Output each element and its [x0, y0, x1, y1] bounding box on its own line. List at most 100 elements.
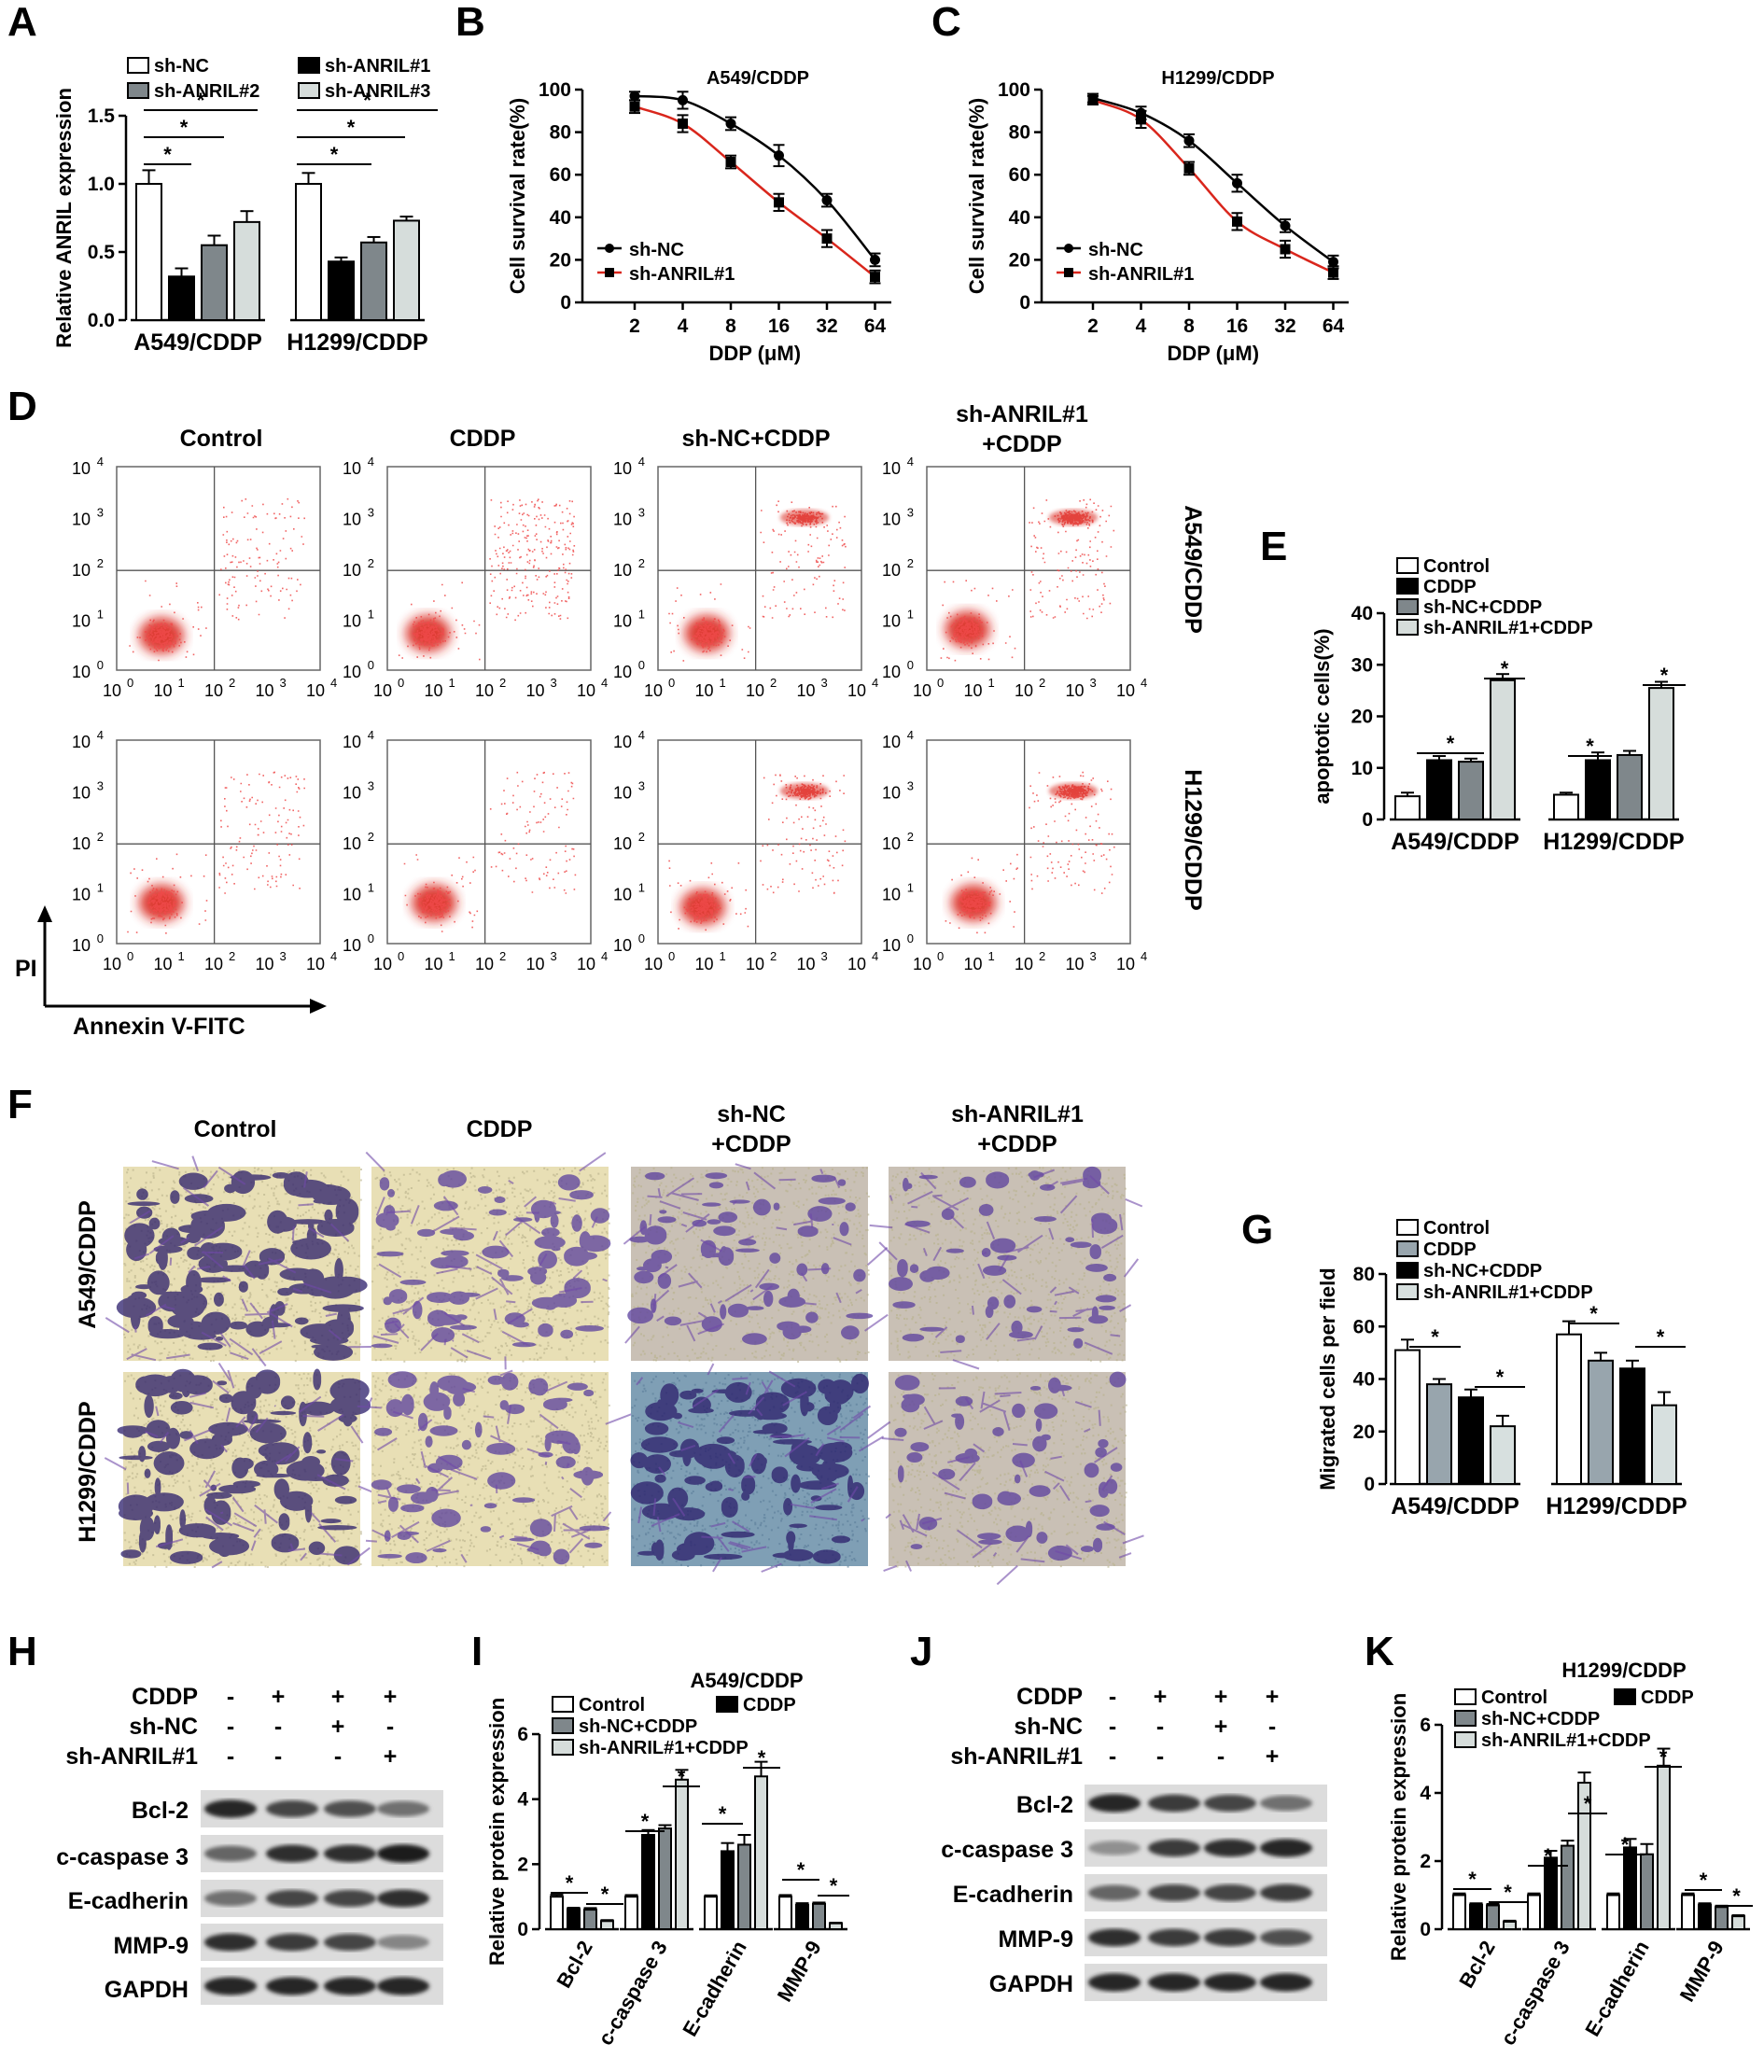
bar [1588, 1359, 1614, 1485]
migration-image [105, 1155, 376, 1367]
protein-band [324, 1844, 376, 1863]
y-tick-label: 40 [550, 207, 571, 229]
cell-processes [357, 1369, 633, 1563]
bar-chart-e: 0 10 20 30 40 apoptotic cells(%) A549/CDDP H129… [1310, 556, 1686, 855]
data-point [1232, 177, 1242, 189]
bar [233, 220, 260, 322]
wb-protein-label: Bcl-2 [132, 1798, 189, 1824]
protein-band [1148, 1794, 1200, 1813]
x-tick-exponent: 2 [229, 949, 235, 963]
x-tick-label: 10 [153, 955, 172, 973]
significance-star: * [1496, 1365, 1505, 1389]
bar [567, 1908, 581, 1930]
x-tick-label: 32 [1274, 315, 1295, 337]
y-tick-label: 10 [343, 886, 361, 904]
y-tick-label: 0.5 [88, 242, 116, 263]
flow-plot: 10 4 10 3 10 2 10 1 10 0 10 0 10 1 10 2 10 3 10 4 [882, 728, 1147, 973]
population-cluster [679, 889, 725, 926]
y-tick-exponent: 2 [368, 556, 374, 570]
data-point [1328, 267, 1338, 278]
bar [1426, 759, 1452, 821]
panel-letter-j: J [910, 1629, 932, 1674]
image-texture [123, 1372, 362, 1568]
population-cluster [779, 782, 830, 800]
bar [1640, 1853, 1654, 1930]
flow-cond-label: Control [180, 426, 263, 452]
treatment-sign: - [1109, 1743, 1116, 1770]
bar [168, 275, 195, 321]
protein-band [324, 1934, 376, 1951]
cell-processes [869, 1169, 1143, 1370]
x-tick-label: 10 [424, 681, 442, 700]
treatment-sign: - [1156, 1714, 1164, 1740]
y-axis-label: apoptotic cells(%) [1310, 628, 1334, 804]
y-tick-label: 10 [613, 561, 632, 580]
y-tick-exponent: 3 [97, 779, 104, 793]
bar [1426, 1383, 1452, 1485]
y-tick-exponent: 3 [638, 506, 645, 520]
legend-label: sh-NC [154, 56, 209, 77]
legend-swatch [716, 1696, 738, 1713]
x-tick-label: 8 [1183, 315, 1195, 337]
migration-cond-label: CDDP [467, 1116, 533, 1142]
x-tick-exponent: 3 [821, 949, 828, 963]
migration-image [869, 1166, 1143, 1370]
treatment-sign: - [386, 1714, 394, 1740]
flow-cond-label: CDDP [450, 426, 516, 452]
x-tick-label: 10 [255, 955, 273, 973]
western-blot-h: CDDP sh-NC sh-ANRIL#1 Bcl-2 c-caspase 3 … [56, 1684, 198, 2003]
line-chart-c: 0 20 40 60 80 100 2 4 8 16 32 64 DDP (μM) Cell surviv… [965, 68, 1349, 365]
migration-row-label: A549/CDDP [75, 1200, 101, 1329]
significance-star: * [163, 143, 172, 166]
data-point [821, 195, 833, 206]
data-point [678, 118, 688, 129]
image-texture [631, 1372, 870, 1568]
x-tick-exponent: 1 [178, 949, 185, 963]
protein-band [1260, 1795, 1312, 1812]
x-tick-label: 10 [475, 681, 494, 700]
panel-letter-b: B [455, 0, 485, 45]
x-tick-label: 10 [204, 955, 223, 973]
x-tick-label: 2 [629, 315, 640, 337]
protein-band [204, 1845, 257, 1862]
y-tick-label: 4 [517, 1789, 528, 1811]
significance-star: * [678, 1765, 686, 1788]
x-tick-label: 10 [306, 955, 325, 973]
x-tick-label: 10 [577, 955, 595, 973]
y-tick-label: 10 [613, 733, 632, 751]
significance-star: * [1544, 1844, 1552, 1868]
y-tick-exponent: 4 [97, 455, 104, 469]
legend-label: sh-NC+CDDP [1481, 1709, 1600, 1729]
bar [393, 219, 420, 321]
wb-cond-label: sh-NC [129, 1714, 198, 1740]
significance-star: * [1584, 1792, 1592, 1815]
western-blot-j: CDDP sh-NC sh-ANRIL#1 Bcl-2 c-caspase 3 … [941, 1684, 1083, 1997]
protein-band [1088, 1794, 1141, 1813]
legend-label: sh-ANRIL#1+CDDP [1423, 1282, 1593, 1303]
x-tick-exponent: 1 [988, 676, 995, 690]
protein-band [377, 1889, 429, 1908]
series-line [1092, 96, 1335, 263]
flow-cond-label: sh-NC+CDDP [681, 426, 830, 452]
y-tick-label: 10 [72, 459, 91, 478]
x-tick-label: 10 [373, 955, 392, 973]
y-tick-label: 0 [560, 292, 571, 314]
protein-band [1204, 1973, 1256, 1992]
legend-label: CDDP [1423, 577, 1477, 597]
wb-cond-label: CDDP [1016, 1684, 1083, 1710]
x-tick-exponent: 2 [229, 676, 235, 690]
y-tick-exponent: 2 [907, 556, 914, 570]
y-axis-label: Relative protein expression [1387, 1693, 1410, 1961]
significance-star: * [601, 1883, 609, 1906]
wb-cond-label: sh-NC [1014, 1714, 1083, 1740]
legend-swatch [1396, 598, 1419, 615]
significance-star: * [1447, 732, 1455, 755]
y-tick-exponent: 1 [907, 881, 914, 895]
y-tick-exponent: 0 [638, 931, 645, 945]
data-point [1280, 244, 1291, 255]
panel-letter-c: C [931, 0, 961, 45]
y-tick-label: 20 [1351, 707, 1373, 728]
x-tick-label: 32 [816, 315, 837, 337]
bar [1731, 1915, 1745, 1930]
y-tick-label: 10 [613, 459, 632, 478]
